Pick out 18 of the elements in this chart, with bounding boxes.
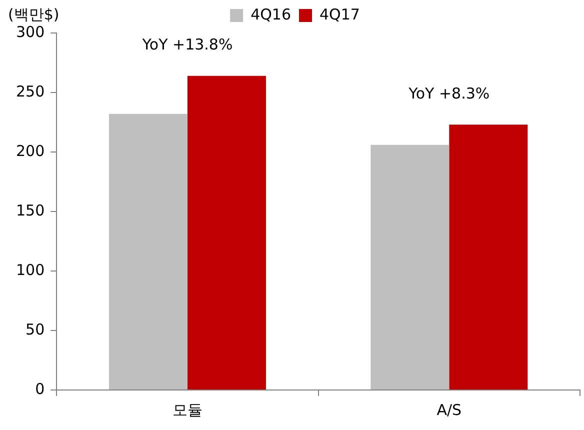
y-axis-title: (백만$): [8, 5, 60, 24]
y-tick-label: 100: [16, 260, 45, 279]
bar: [370, 144, 450, 390]
bar: [187, 76, 266, 390]
legend-label: 4Q16: [250, 5, 291, 24]
y-tick-label: 0: [35, 380, 45, 398]
y-tick-label: 250: [16, 82, 45, 100]
legend-label: 4Q17: [320, 5, 360, 24]
y-tick-label: 50: [26, 320, 45, 338]
x-tick-label: 모듈: [172, 400, 202, 419]
bar: [108, 114, 188, 390]
y-tick-label: 300: [16, 22, 45, 41]
annotation: YoY +8.3%: [408, 84, 490, 103]
bar: [449, 124, 528, 390]
y-tick-label: 150: [16, 201, 45, 220]
y-tick-label: 200: [16, 142, 45, 160]
annotation: YoY +13.8%: [141, 36, 233, 54]
x-tick-label: A/S: [436, 400, 462, 419]
